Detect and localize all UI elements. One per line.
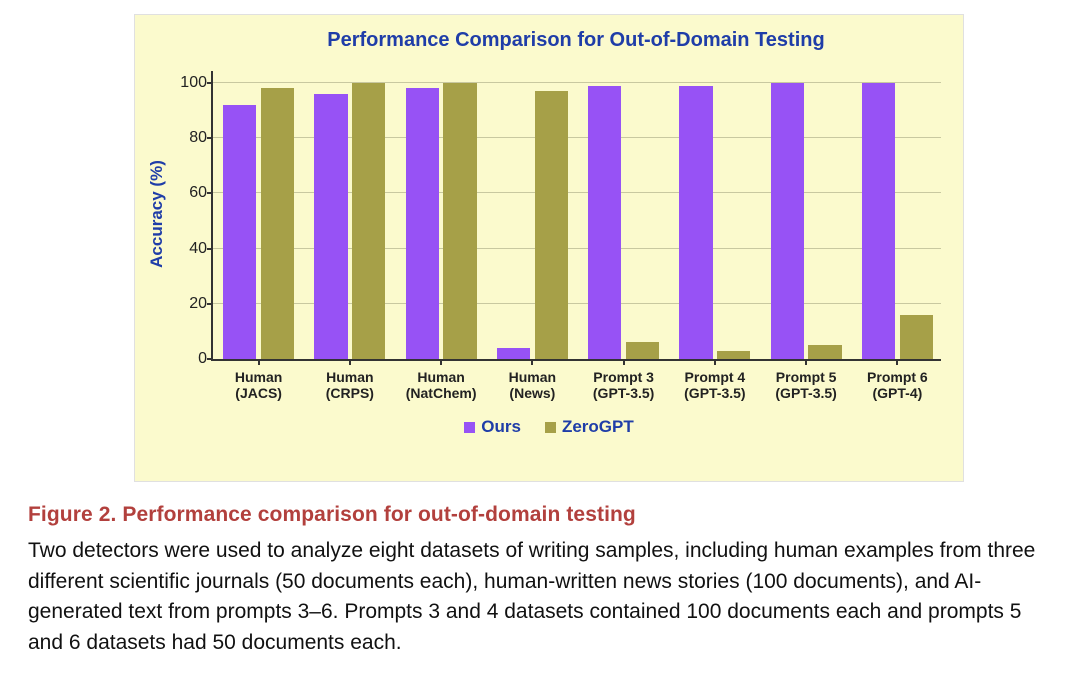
x-category-line2: (GPT-3.5): [761, 385, 852, 401]
x-category-label: Human(News): [487, 369, 578, 401]
bar: [862, 83, 895, 359]
x-category-label: Prompt 3(GPT-3.5): [578, 369, 669, 401]
bar: [900, 315, 933, 359]
x-category-label: Human(NatChem): [396, 369, 487, 401]
x-category-line1: Human: [487, 369, 578, 385]
legend-label: ZeroGPT: [562, 417, 634, 436]
bar: [771, 83, 804, 359]
bar: [223, 105, 256, 359]
bar: [808, 345, 841, 359]
bar: [406, 88, 439, 359]
x-category-line2: (GPT-3.5): [669, 385, 760, 401]
x-category-line1: Prompt 6: [852, 369, 943, 385]
ytick-label: 20: [167, 295, 207, 313]
bar: [717, 351, 750, 359]
ytick-label: 0: [167, 350, 207, 368]
xtick-mark: [623, 359, 625, 365]
bar: [588, 86, 621, 359]
chart-title: Performance Comparison for Out-of-Domain…: [211, 29, 941, 52]
ytick-label: 80: [167, 129, 207, 147]
figure-caption: Figure 2. Performance comparison for out…: [28, 500, 1052, 658]
ytick-label: 60: [167, 184, 207, 202]
xtick-mark: [258, 359, 260, 365]
x-category-line1: Prompt 4: [669, 369, 760, 385]
x-category-line1: Human: [213, 369, 304, 385]
x-category-line1: Prompt 3: [578, 369, 669, 385]
x-category-line1: Human: [304, 369, 395, 385]
figure-wrap: Performance Comparison for Out-of-Domain…: [0, 0, 1080, 658]
xtick-mark: [440, 359, 442, 365]
x-category-label: Prompt 6(GPT-4): [852, 369, 943, 401]
bar: [535, 91, 568, 359]
bar: [679, 86, 712, 359]
x-category-label: Prompt 4(GPT-3.5): [669, 369, 760, 401]
legend-label: Ours: [481, 417, 521, 436]
xtick-mark: [714, 359, 716, 365]
bars-layer: [213, 71, 941, 359]
ytick-label: 100: [167, 74, 207, 92]
x-category-label: Human(CRPS): [304, 369, 395, 401]
x-category-line2: (GPT-4): [852, 385, 943, 401]
ytick-label: 40: [167, 240, 207, 258]
xtick-mark: [531, 359, 533, 365]
y-axis-label: Accuracy (%): [147, 69, 167, 359]
xtick-mark: [896, 359, 898, 365]
xtick-mark: [805, 359, 807, 365]
caption-body: Two detectors were used to analyze eight…: [28, 536, 1052, 658]
x-category-line2: (JACS): [213, 385, 304, 401]
bar: [352, 83, 385, 359]
bar: [443, 83, 476, 359]
x-category-line1: Human: [396, 369, 487, 385]
x-category-line2: (News): [487, 385, 578, 401]
plot-area: 020406080100Human(JACS)Human(CRPS)Human(…: [211, 71, 941, 361]
x-category-line2: (GPT-3.5): [578, 385, 669, 401]
bar: [261, 88, 294, 359]
legend-item: Ours: [464, 417, 521, 437]
bar: [626, 342, 659, 359]
x-category-line1: Prompt 5: [761, 369, 852, 385]
bar: [497, 348, 530, 359]
caption-title: Figure 2. Performance comparison for out…: [28, 500, 1052, 530]
legend-swatch: [464, 422, 475, 433]
performance-chart: Performance Comparison for Out-of-Domain…: [134, 14, 964, 482]
xtick-mark: [349, 359, 351, 365]
x-category-label: Human(JACS): [213, 369, 304, 401]
x-category-label: Prompt 5(GPT-3.5): [761, 369, 852, 401]
legend: Ours ZeroGPT: [135, 417, 963, 437]
legend-item: ZeroGPT: [545, 417, 634, 437]
legend-swatch: [545, 422, 556, 433]
x-category-line2: (NatChem): [396, 385, 487, 401]
bar: [314, 94, 347, 359]
x-category-line2: (CRPS): [304, 385, 395, 401]
